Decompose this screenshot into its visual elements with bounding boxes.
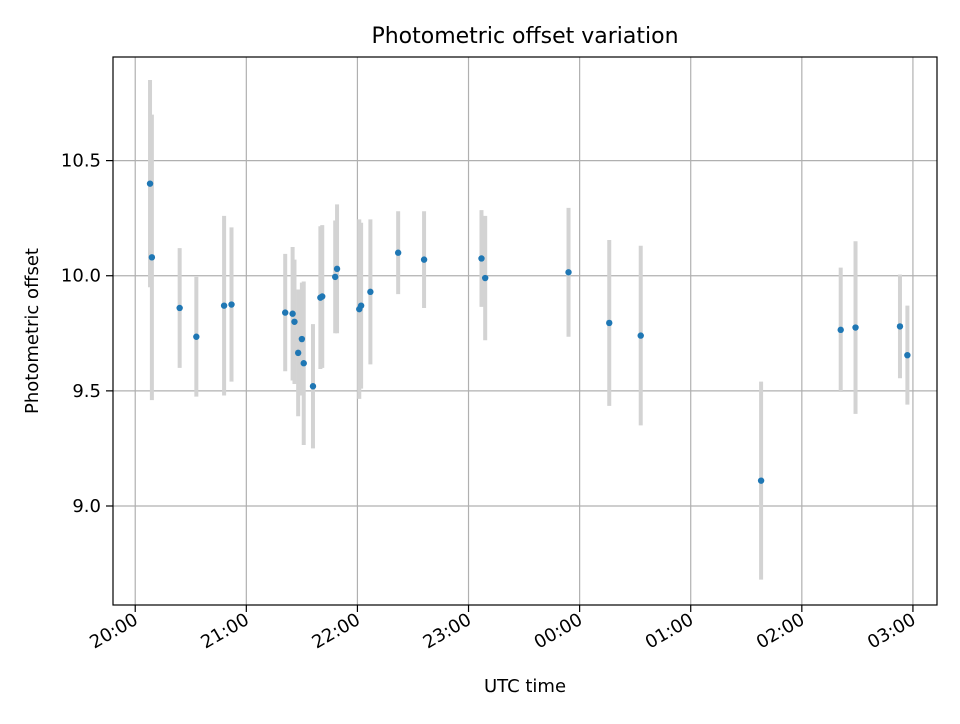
data-points <box>146 180 911 484</box>
y-tick-label: 10.0 <box>61 266 101 287</box>
chart-title: Photometric offset variation <box>371 24 678 49</box>
data-point <box>904 351 911 359</box>
data-point <box>420 256 428 263</box>
data-point <box>357 302 365 309</box>
data-point <box>896 323 904 330</box>
data-point <box>478 255 485 262</box>
data-point <box>481 274 489 282</box>
y-axis-label: Photometric offset <box>22 248 43 414</box>
data-point <box>291 318 298 325</box>
x-axis-label: UTC time <box>484 676 566 697</box>
data-point <box>852 324 859 331</box>
y-tick-label: 9.0 <box>72 496 101 517</box>
data-point <box>367 288 374 296</box>
data-point <box>333 265 341 273</box>
plot-frame <box>112 56 938 606</box>
data-point <box>309 383 317 390</box>
grid <box>113 57 937 605</box>
data-point <box>300 360 307 367</box>
data-point <box>289 310 296 317</box>
data-point <box>394 249 402 256</box>
data-point <box>319 293 326 300</box>
data-point <box>757 477 765 484</box>
data-point <box>294 349 302 357</box>
data-point <box>565 269 572 276</box>
data-point <box>228 301 235 308</box>
y-tick-label: 9.5 <box>72 381 101 402</box>
data-point <box>282 309 289 316</box>
data-point <box>637 332 644 339</box>
data-point <box>332 273 339 281</box>
data-point <box>146 180 154 187</box>
data-point <box>176 304 183 312</box>
y-tick-label: 10.5 <box>61 151 101 172</box>
data-point <box>298 335 306 343</box>
data-point <box>606 319 613 327</box>
data-point <box>193 333 200 340</box>
data-point <box>220 302 228 309</box>
data-point <box>837 326 844 334</box>
data-point <box>148 254 156 261</box>
